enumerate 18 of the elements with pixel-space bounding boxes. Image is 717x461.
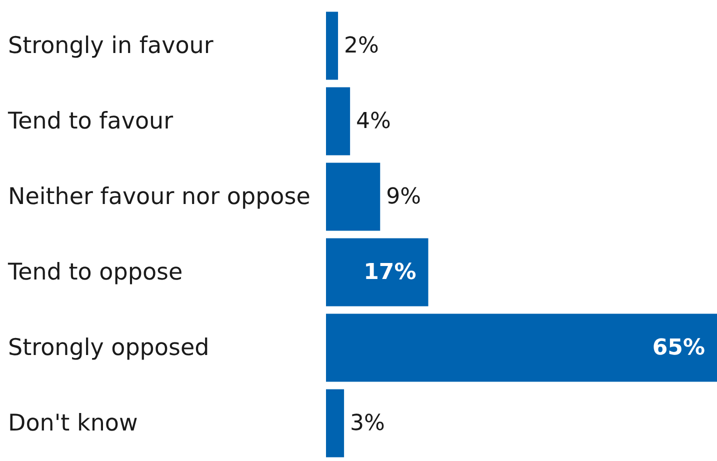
- data-label: 2%: [344, 33, 379, 58]
- data-label: 17%: [364, 260, 416, 285]
- y-tick-label: Tend to favour: [7, 108, 174, 134]
- y-tick-label: Tend to oppose: [7, 259, 183, 286]
- bar: [326, 12, 338, 80]
- bar: [326, 389, 344, 458]
- bar: [326, 87, 350, 156]
- bar: [326, 238, 428, 306]
- data-label: 3%: [350, 410, 385, 436]
- bar: [326, 314, 717, 382]
- bar: [326, 162, 380, 231]
- y-tick-label: Strongly opposed: [8, 334, 210, 361]
- data-label: 65%: [652, 335, 705, 360]
- y-tick-label: Strongly in favour: [8, 32, 214, 59]
- y-tick-label: Neither favour nor oppose: [8, 184, 310, 210]
- data-label: 4%: [356, 108, 391, 134]
- y-tick-label: Don't know: [8, 410, 138, 436]
- data-label: 9%: [386, 184, 422, 210]
